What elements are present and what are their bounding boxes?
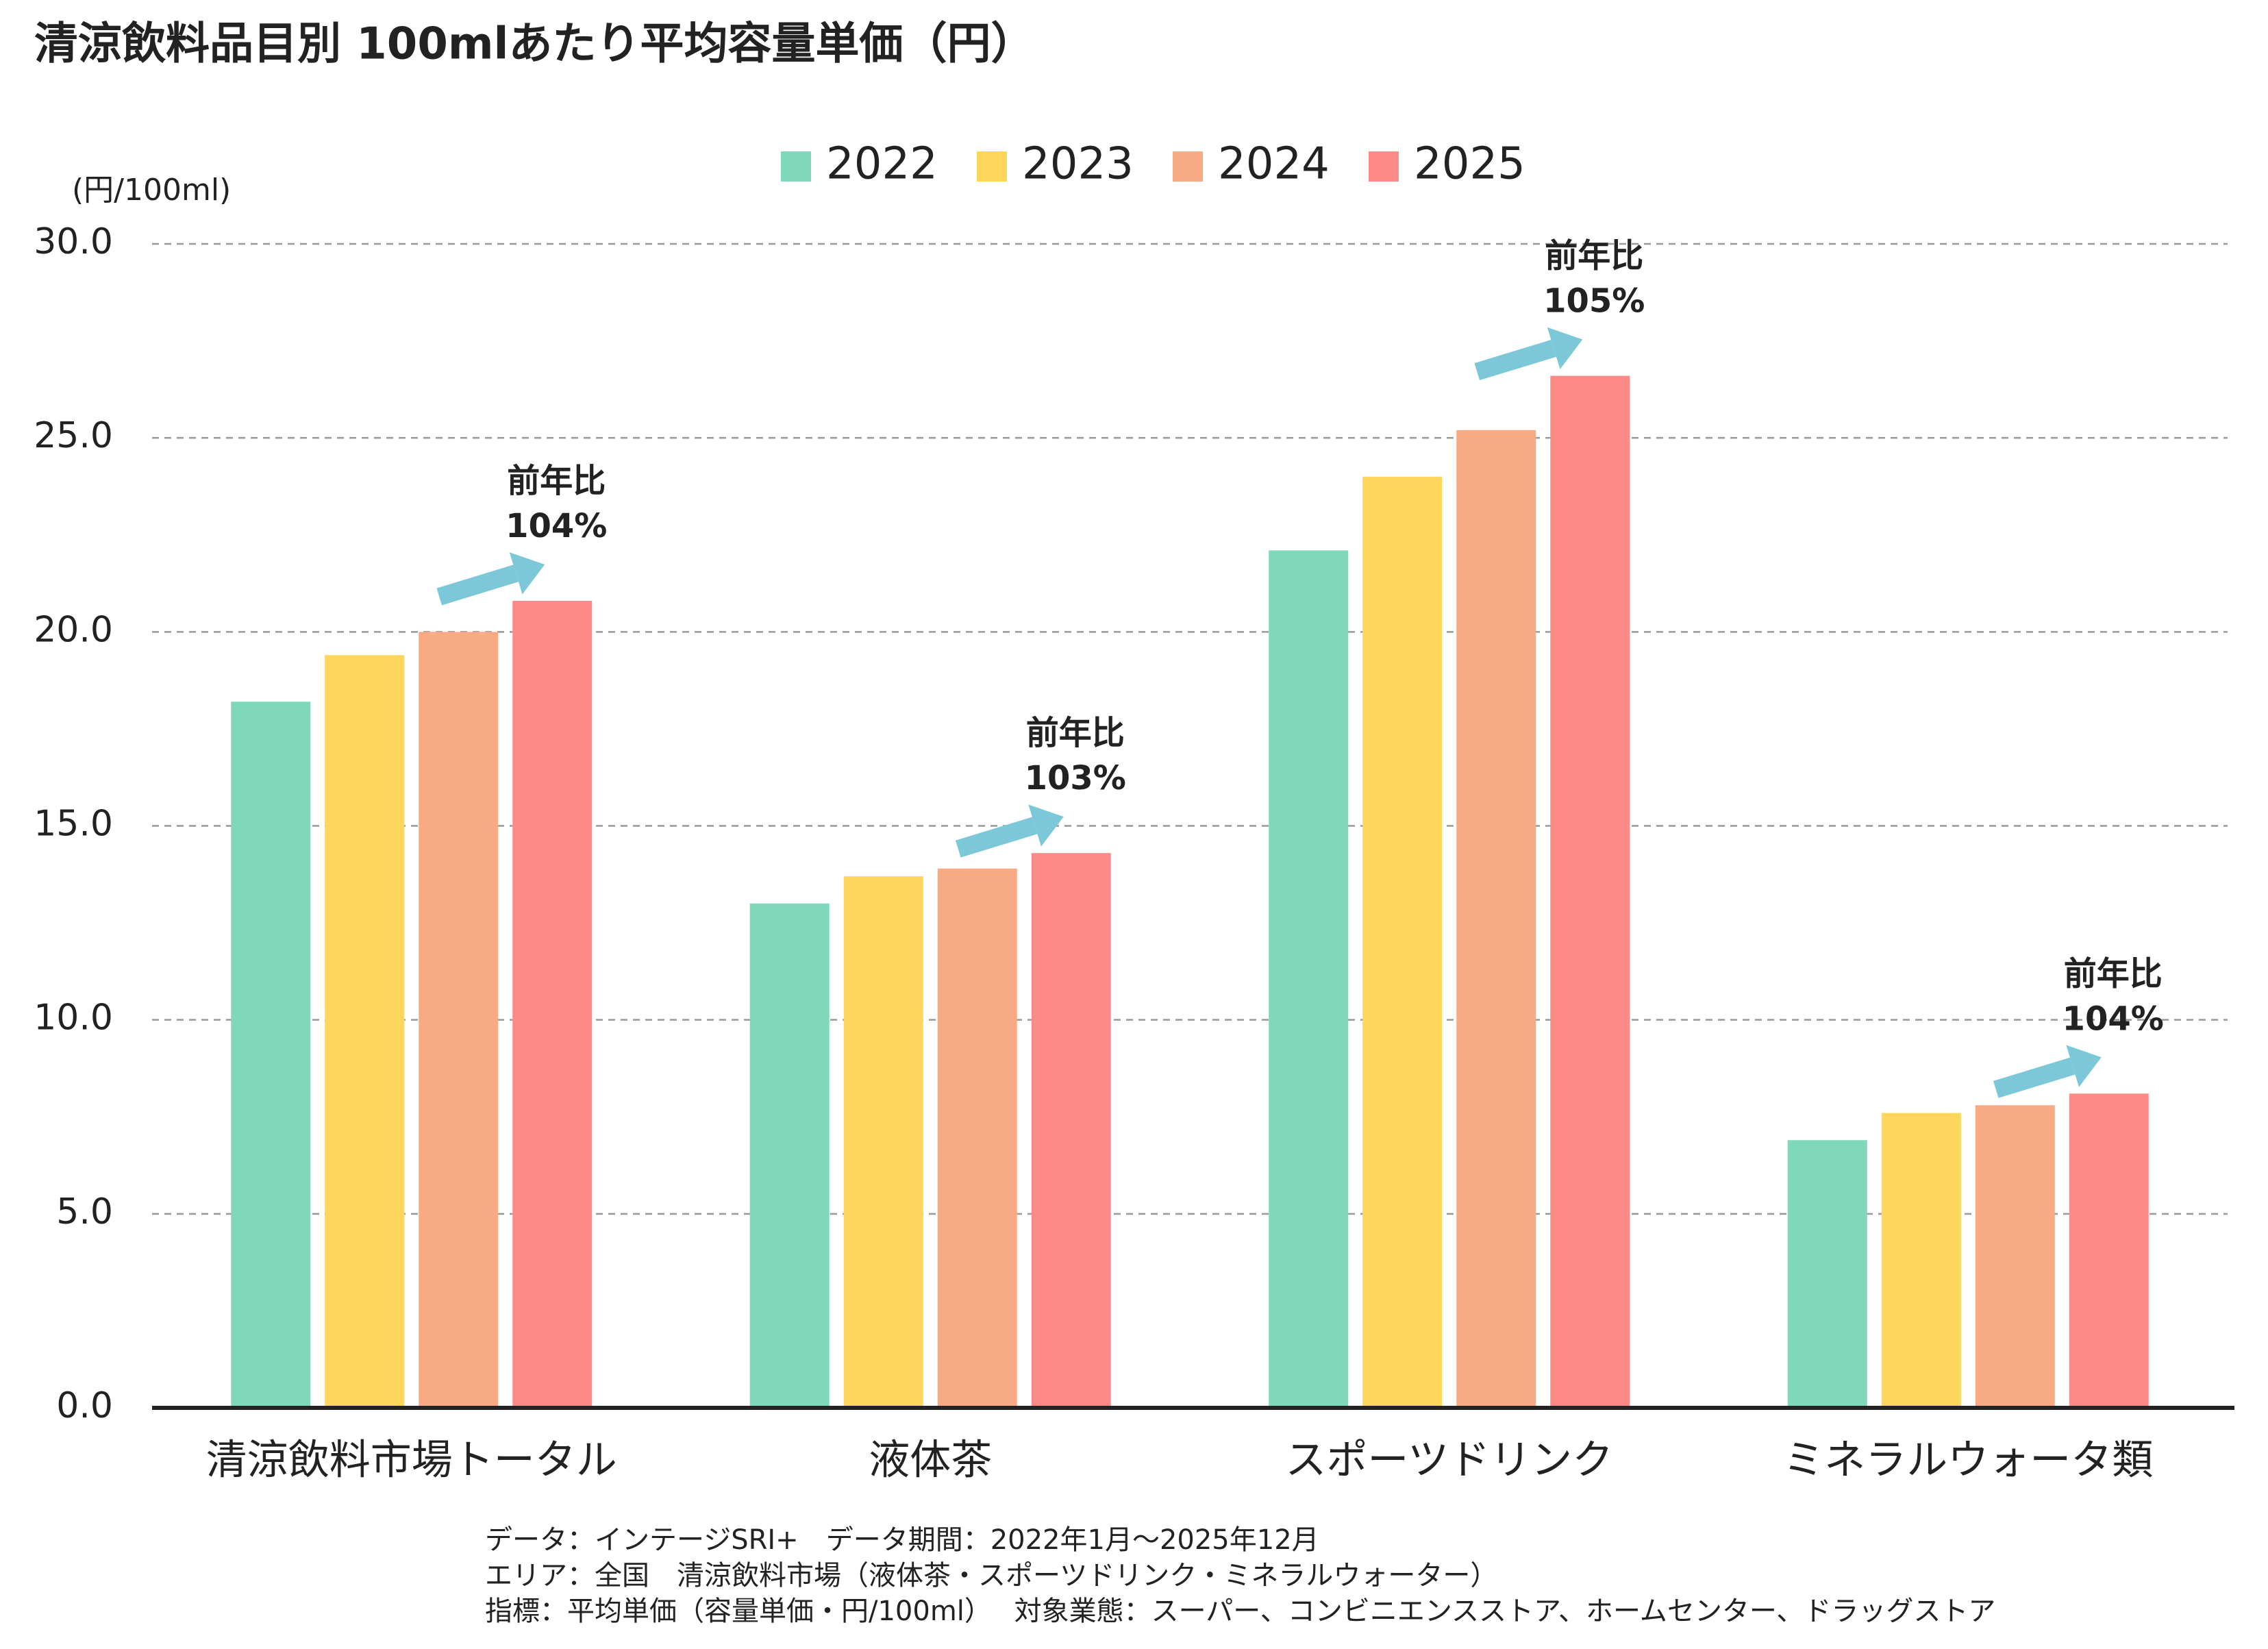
arrow-head [1547,327,1583,370]
arrow-head [509,552,545,595]
y-tick-label: 30.0 [34,221,113,262]
bar [1362,476,1443,1408]
annotation: 105% [1543,282,1645,321]
bar [1975,1105,2055,1408]
bar [1456,430,1536,1408]
bar [419,632,499,1409]
annotation: 前年比 [507,462,606,500]
bar [937,868,1017,1408]
y-tick-label: 20.0 [34,609,113,650]
bar [512,601,593,1409]
annotation: 103% [1025,759,1126,797]
x-tick-label: スポーツドリンク [1285,1437,1613,1485]
bar [1550,375,1630,1408]
legend-swatch [1369,151,1399,182]
x-tick-label: 液体茶 [869,1437,992,1485]
arrow-shaft [1474,339,1556,380]
annotation: 前年比 [1545,237,1643,275]
y-tick-label: 0.0 [56,1385,113,1426]
legend-label: 2022 [826,139,938,190]
legend-swatch [781,151,811,182]
legend-label: 2025 [1414,139,1525,190]
bar [1881,1113,1961,1408]
legend-label: 2024 [1218,139,1330,190]
annotation: 104% [2063,1000,2164,1038]
legend-swatch [977,151,1007,182]
y-tick-label: 25.0 [34,415,113,456]
x-tick-label: ミネラルウォータ類 [1783,1437,2153,1485]
bar [1031,853,1111,1408]
arrow-shaft [1993,1057,2076,1098]
y-tick-label: 10.0 [34,997,113,1039]
annotation: 前年比 [1026,714,1125,752]
legend-label: 2023 [1022,139,1134,190]
bar [749,903,830,1408]
chart-title: 清涼飲料品目別 100mlあたり平均容量単価（円） [34,19,1035,70]
arrow-shaft [436,565,519,606]
annotation: 104% [506,507,607,545]
arrow-head [2066,1045,2102,1087]
bar [325,655,405,1408]
footnote: データ：インテージSRI+ データ期間：2022年1月～2025年12月 [485,1524,1319,1556]
bar [843,876,923,1408]
bar [1787,1140,1867,1408]
y-tick-label: 5.0 [56,1191,113,1232]
footnote: エリア：全国 清涼飲料市場（液体茶・スポーツドリンク・ミネラルウォーター） [485,1560,1497,1591]
footnote: 指標：平均単価（容量単価・円/100ml） 対象業態：スーパー、コンビニエンスス… [485,1596,1995,1627]
x-tick-label: 清涼飲料市場トータル [206,1437,617,1485]
arrow-shaft [955,817,1038,858]
bar [231,702,311,1408]
y-axis-label: (円/100ml) [72,173,231,208]
annotation: 前年比 [2064,954,2163,993]
bar [2069,1093,2149,1408]
arrow-head [1028,804,1064,847]
legend-swatch [1173,151,1203,182]
bar [1269,550,1349,1408]
y-tick-label: 15.0 [34,804,113,845]
